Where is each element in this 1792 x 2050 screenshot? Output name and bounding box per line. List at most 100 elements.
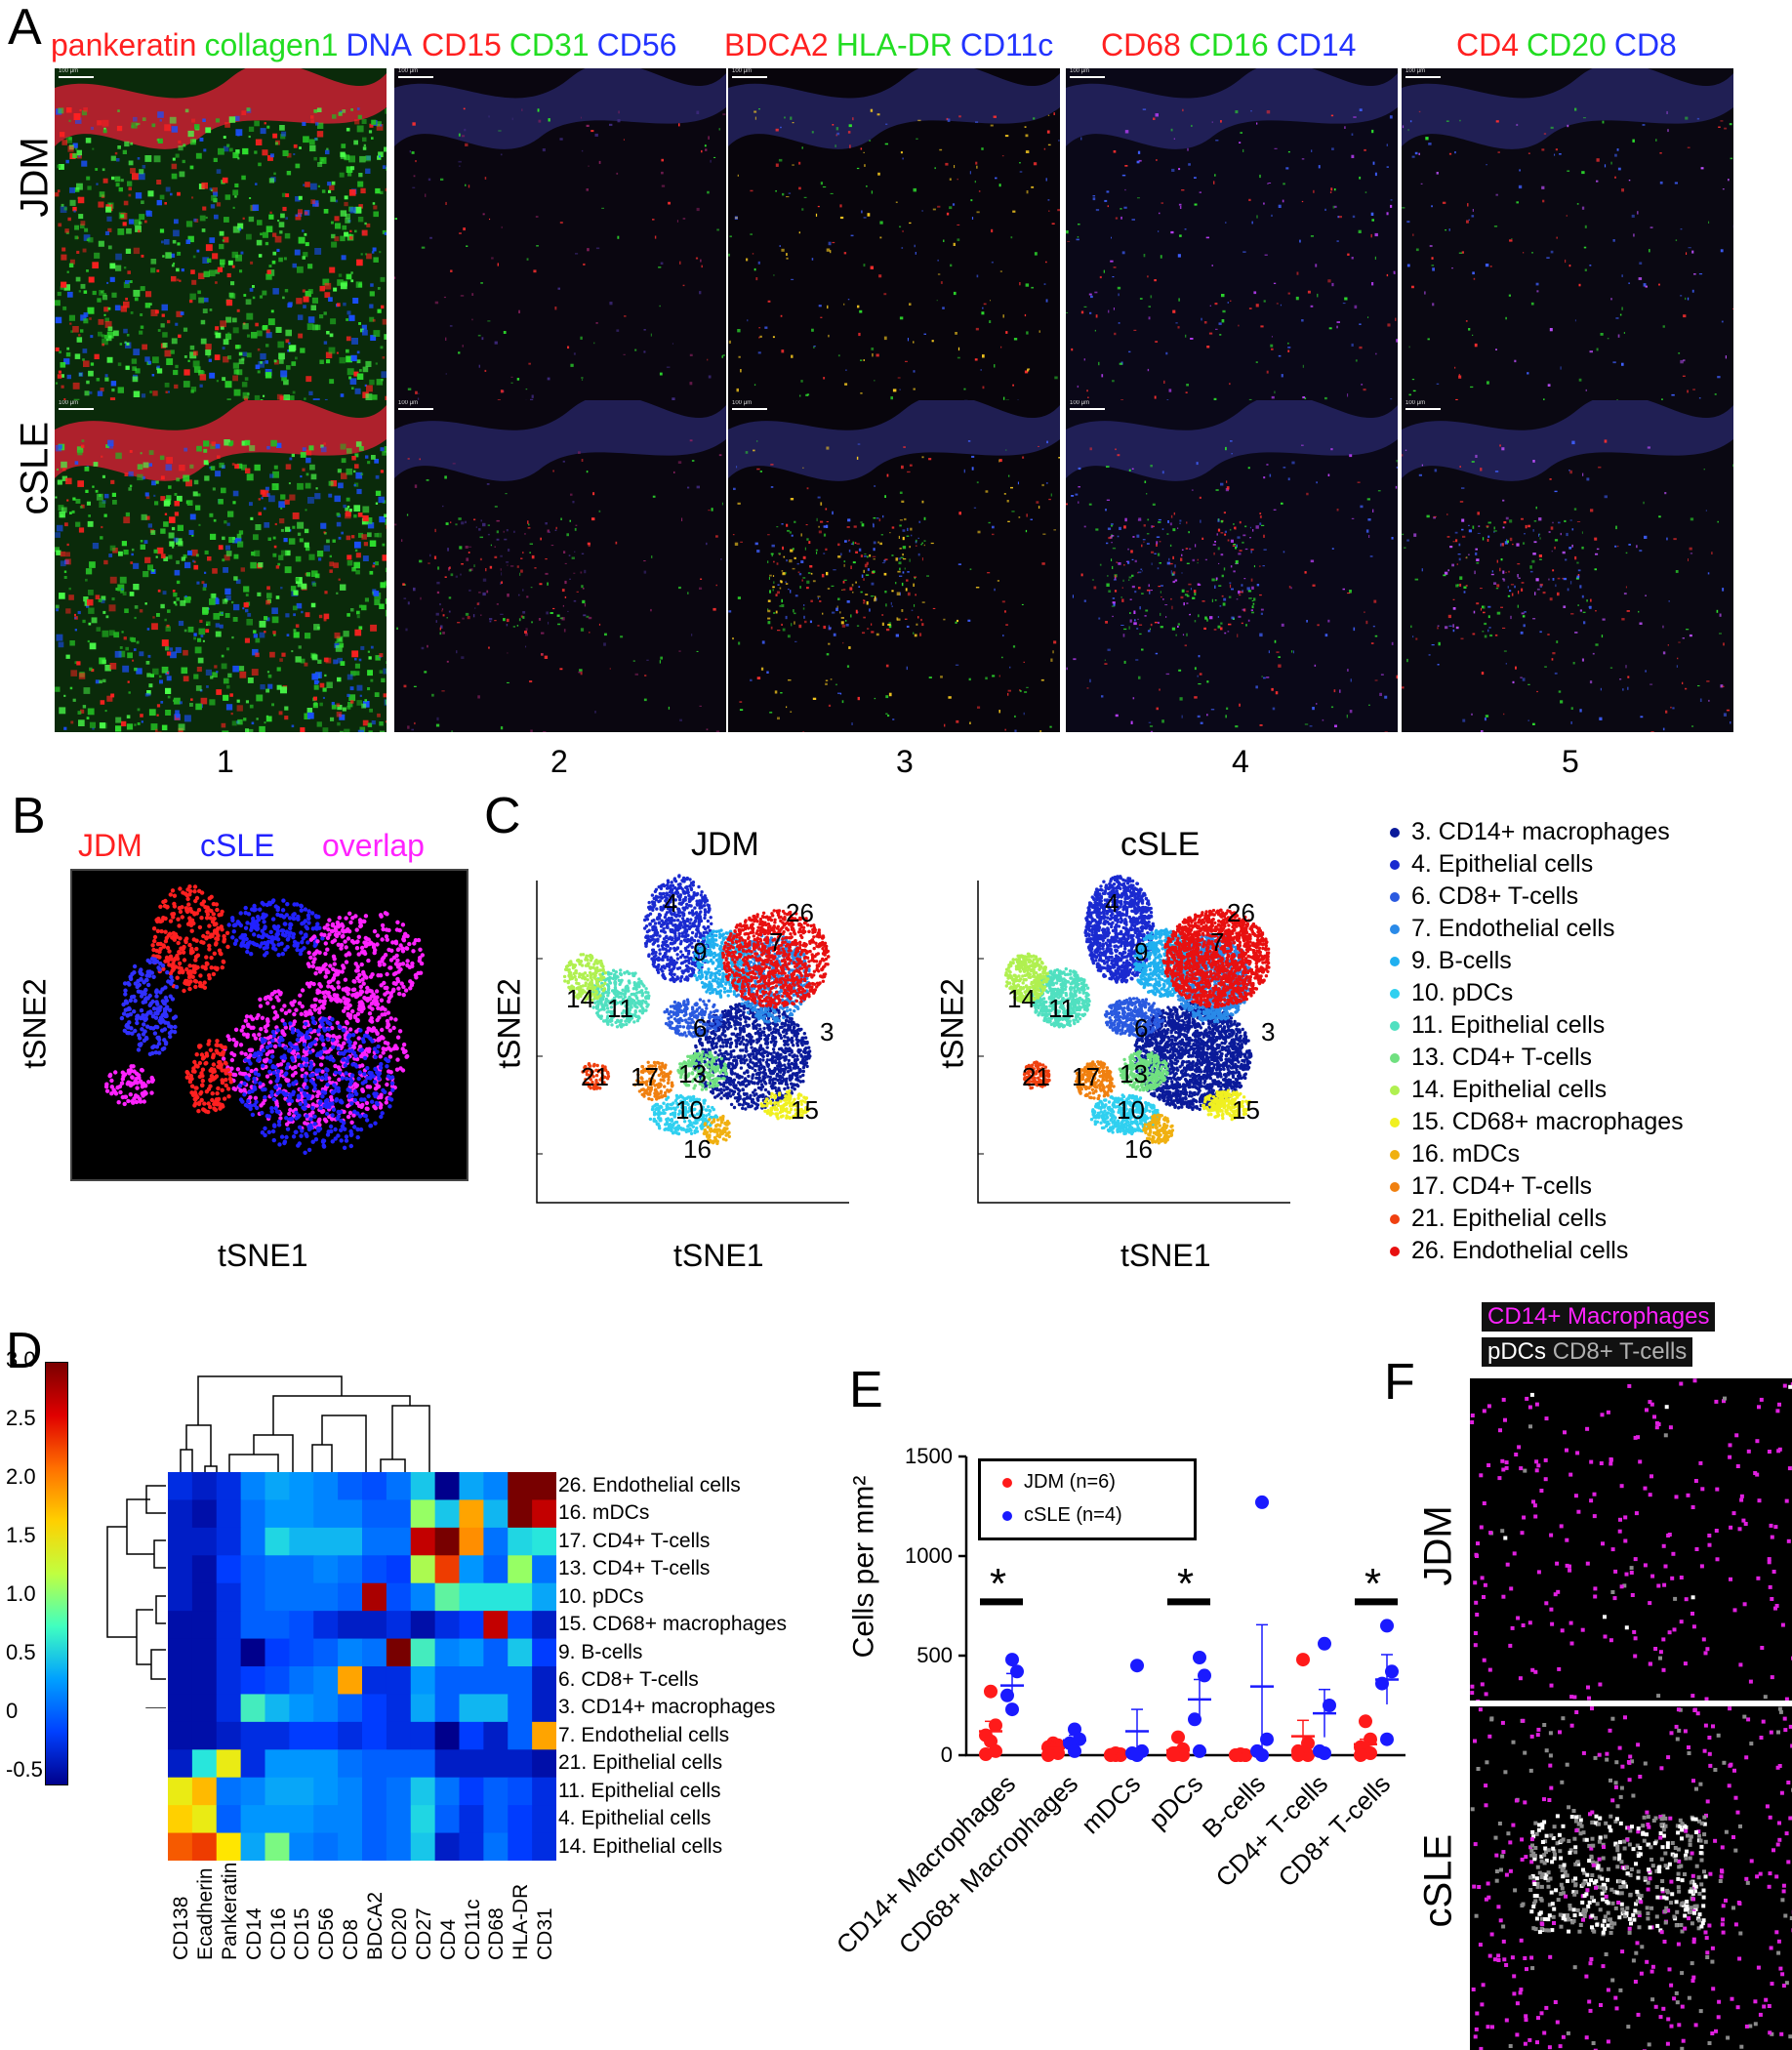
- micrograph-signal: [729, 235, 732, 238]
- micrograph-signal: [1262, 565, 1265, 567]
- micrograph-signal: [55, 382, 59, 385]
- micrograph-signal: [100, 388, 104, 392]
- micrograph-signal: [1019, 171, 1023, 173]
- micrograph-signal: [216, 671, 219, 674]
- micrograph-signal: [914, 577, 916, 580]
- micrograph-signal: [1359, 176, 1362, 180]
- micrograph-signal: [668, 706, 670, 710]
- micrograph-signal: [133, 562, 140, 569]
- micrograph-signal: [353, 505, 361, 512]
- micrograph-signal: [1328, 327, 1332, 330]
- micrograph-signal: [1131, 468, 1134, 470]
- micrograph-signal: [346, 172, 352, 177]
- micrograph-signal: [346, 348, 349, 353]
- micrograph-signal: [102, 338, 108, 346]
- micrograph-signal: [192, 255, 196, 259]
- micrograph-signal: [77, 196, 85, 204]
- micrograph-signal: [1263, 300, 1266, 303]
- micrograph-signal: [533, 269, 537, 273]
- micrograph-signal: [917, 616, 919, 619]
- micrograph-signal: [419, 559, 423, 563]
- micrograph-signal: [1489, 634, 1493, 637]
- micrograph-signal: [681, 517, 683, 521]
- micrograph-signal: [529, 680, 533, 683]
- micrograph-signal: [1114, 577, 1117, 580]
- micrograph-signal: [783, 555, 786, 558]
- micrograph-signal: [346, 613, 350, 617]
- micrograph-signal: [75, 521, 81, 527]
- micrograph-signal: [192, 559, 195, 562]
- micrograph-signal: [1287, 349, 1290, 352]
- micrograph-signal: [895, 201, 898, 203]
- micrograph-signal: [884, 143, 888, 145]
- micrograph-signal: [822, 612, 824, 615]
- micrograph-signal: [1572, 662, 1575, 665]
- micrograph-signal: [873, 523, 875, 528]
- micrograph-signal: [358, 604, 363, 608]
- micrograph-signal: [310, 115, 314, 119]
- tsne-point: [165, 959, 171, 964]
- micrograph-signal: [1119, 526, 1121, 530]
- micrograph-signal: [497, 263, 499, 266]
- micrograph-signal: [360, 187, 366, 194]
- micrograph-signal: [1485, 715, 1489, 718]
- micrograph-signal: [200, 338, 207, 345]
- tsne-point: [167, 963, 172, 967]
- tsne-point: [187, 884, 192, 889]
- micrograph-signal: [1615, 317, 1619, 319]
- micrograph-signal: [307, 712, 314, 719]
- micrograph-signal: [1349, 710, 1353, 714]
- micrograph-signal: [1152, 525, 1155, 527]
- micrograph-signal: [1188, 583, 1192, 586]
- micrograph-signal: [1542, 592, 1546, 594]
- micrograph-signal: [583, 614, 587, 617]
- micrograph-signal: [1338, 216, 1342, 219]
- micrograph-signal: [159, 194, 165, 200]
- micrograph-signal: [906, 579, 909, 582]
- tsne-point: [168, 919, 174, 923]
- tsne-point: [167, 1024, 172, 1029]
- micrograph-signal: [97, 120, 102, 126]
- micrograph-signal: [767, 560, 769, 563]
- micrograph-signal: [351, 456, 356, 461]
- micrograph-signal: [66, 499, 69, 502]
- micrograph-signal: [1253, 597, 1256, 601]
- micrograph-signal: [1071, 348, 1074, 351]
- micrograph-signal: [852, 561, 856, 564]
- micrograph-signal: [707, 358, 709, 361]
- micrograph-signal: [1658, 283, 1660, 286]
- micrograph-signal: [738, 355, 741, 358]
- micrograph-signal: [199, 215, 206, 222]
- micrograph-signal: [92, 262, 99, 268]
- micrograph-signal: [248, 135, 251, 139]
- micrograph-signal: [307, 497, 314, 504]
- micrograph-signal: [1682, 375, 1686, 377]
- tsne-point: [188, 922, 194, 927]
- micrograph-signal: [836, 605, 838, 609]
- micrograph-signal: [1396, 339, 1398, 343]
- micrograph-signal: [255, 183, 258, 185]
- micrograph-signal: [787, 529, 791, 532]
- micrograph-signal: [421, 246, 426, 249]
- micrograph-signal: [992, 525, 995, 529]
- tsne-point: [176, 917, 181, 922]
- micrograph-signal: [1495, 120, 1499, 123]
- scale-bar-label: 100 μm: [398, 400, 418, 406]
- channel-group-2: CD15 CD31 CD56: [422, 29, 684, 61]
- micrograph-signal: [245, 728, 249, 732]
- micrograph-signal: [1532, 553, 1536, 555]
- micrograph-signal: [329, 266, 336, 273]
- micrograph-signal: [1205, 236, 1209, 239]
- micrograph-signal: [291, 650, 294, 653]
- micrograph-signal: [496, 603, 499, 605]
- micrograph-signal: [377, 155, 382, 160]
- micrograph-signal: [1408, 346, 1410, 348]
- micrograph-signal: [1686, 629, 1690, 631]
- micrograph-signal: [1031, 286, 1034, 289]
- micrograph-signal: [1239, 520, 1242, 524]
- micrograph-signal: [871, 631, 875, 634]
- tsne-point: [214, 902, 220, 907]
- micrograph-signal: [652, 495, 656, 498]
- micrograph-signal: [230, 713, 233, 716]
- micrograph-signal: [1555, 148, 1558, 151]
